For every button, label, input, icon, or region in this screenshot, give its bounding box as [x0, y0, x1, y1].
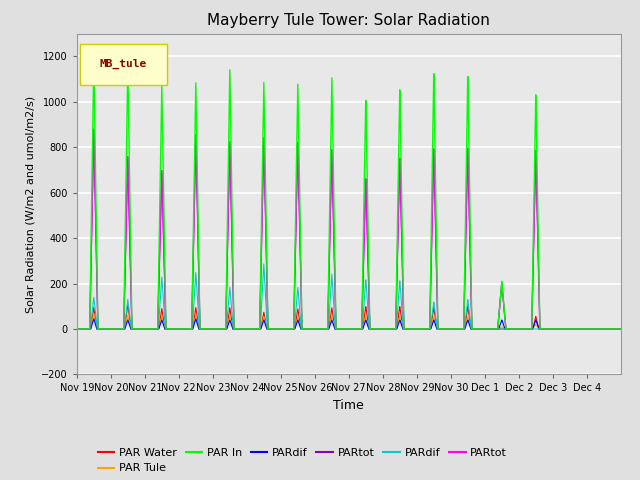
PARdif: [186, 326, 193, 332]
PAR Tule: [617, 326, 625, 332]
PARtot: [617, 326, 625, 332]
PAR Tule: [525, 326, 532, 332]
PARtot: [73, 326, 81, 332]
Text: MB_tule: MB_tule: [99, 59, 147, 69]
PARdif: [73, 326, 81, 332]
PAR In: [498, 281, 506, 287]
PARdif: [525, 326, 532, 332]
X-axis label: Time: Time: [333, 399, 364, 412]
Line: PARdif: PARdif: [77, 319, 621, 329]
PAR In: [90, 56, 98, 62]
Line: PARtot: PARtot: [77, 129, 621, 329]
PAR Tule: [369, 326, 377, 332]
PAR In: [525, 326, 532, 332]
PAR Tule: [186, 326, 193, 332]
PAR In: [73, 326, 81, 332]
PAR In: [617, 326, 625, 332]
PAR In: [369, 326, 377, 332]
PARtot: [369, 326, 377, 332]
PARtot: [539, 326, 547, 332]
PAR Tule: [498, 324, 506, 330]
PARdif: [525, 326, 532, 332]
PAR Water: [124, 301, 132, 307]
PARtot: [369, 326, 377, 332]
Y-axis label: Solar Radiation (W/m2 and umol/m2/s): Solar Radiation (W/m2 and umol/m2/s): [26, 96, 36, 312]
PARdif: [498, 318, 506, 324]
PARtot: [186, 326, 193, 332]
PAR In: [539, 326, 547, 332]
PARdif: [186, 326, 193, 332]
PARdif: [539, 326, 547, 332]
PAR Water: [369, 326, 377, 332]
PAR In: [186, 326, 193, 332]
PAR Water: [398, 321, 406, 326]
PAR Water: [617, 326, 625, 332]
Line: PAR In: PAR In: [77, 59, 621, 329]
PARdif: [617, 326, 625, 332]
PARtot: [90, 126, 98, 132]
PARdif: [260, 261, 268, 267]
PARtot: [90, 126, 98, 132]
PAR Tule: [398, 323, 406, 329]
Legend: PAR Water, PAR Tule, PAR In, PARdif, PARtot, PARdif, PARtot: PAR Water, PAR Tule, PAR In, PARdif, PAR…: [93, 444, 511, 478]
PAR Tule: [73, 326, 81, 332]
Title: Mayberry Tule Tower: Solar Radiation: Mayberry Tule Tower: Solar Radiation: [207, 13, 490, 28]
PAR Tule: [90, 312, 98, 317]
PARtot: [498, 283, 506, 289]
PAR Water: [498, 326, 506, 332]
PAR In: [398, 221, 406, 227]
PARtot: [73, 326, 81, 332]
PARdif: [398, 324, 406, 330]
Line: PARdif: PARdif: [77, 264, 621, 329]
Line: PAR Water: PAR Water: [77, 304, 621, 329]
PAR Water: [73, 326, 81, 332]
PARtot: [617, 326, 625, 332]
PARtot: [498, 283, 506, 289]
PARdif: [498, 326, 506, 332]
PARdif: [369, 326, 377, 332]
PARdif: [90, 316, 98, 322]
PARdif: [398, 310, 406, 315]
PARdif: [369, 326, 377, 332]
PARtot: [525, 326, 532, 332]
PARdif: [539, 326, 547, 332]
Line: PAR Tule: PAR Tule: [77, 314, 621, 329]
PARtot: [525, 326, 532, 332]
FancyBboxPatch shape: [79, 44, 166, 84]
PAR Water: [539, 326, 547, 332]
PAR Water: [186, 326, 193, 332]
PAR Water: [525, 326, 532, 332]
Line: PARtot: PARtot: [77, 129, 621, 329]
PARtot: [398, 252, 406, 257]
PARdif: [73, 326, 81, 332]
PARdif: [617, 326, 625, 332]
PARtot: [398, 252, 406, 257]
PAR Tule: [539, 326, 547, 332]
PARtot: [186, 326, 193, 332]
PARtot: [539, 326, 547, 332]
